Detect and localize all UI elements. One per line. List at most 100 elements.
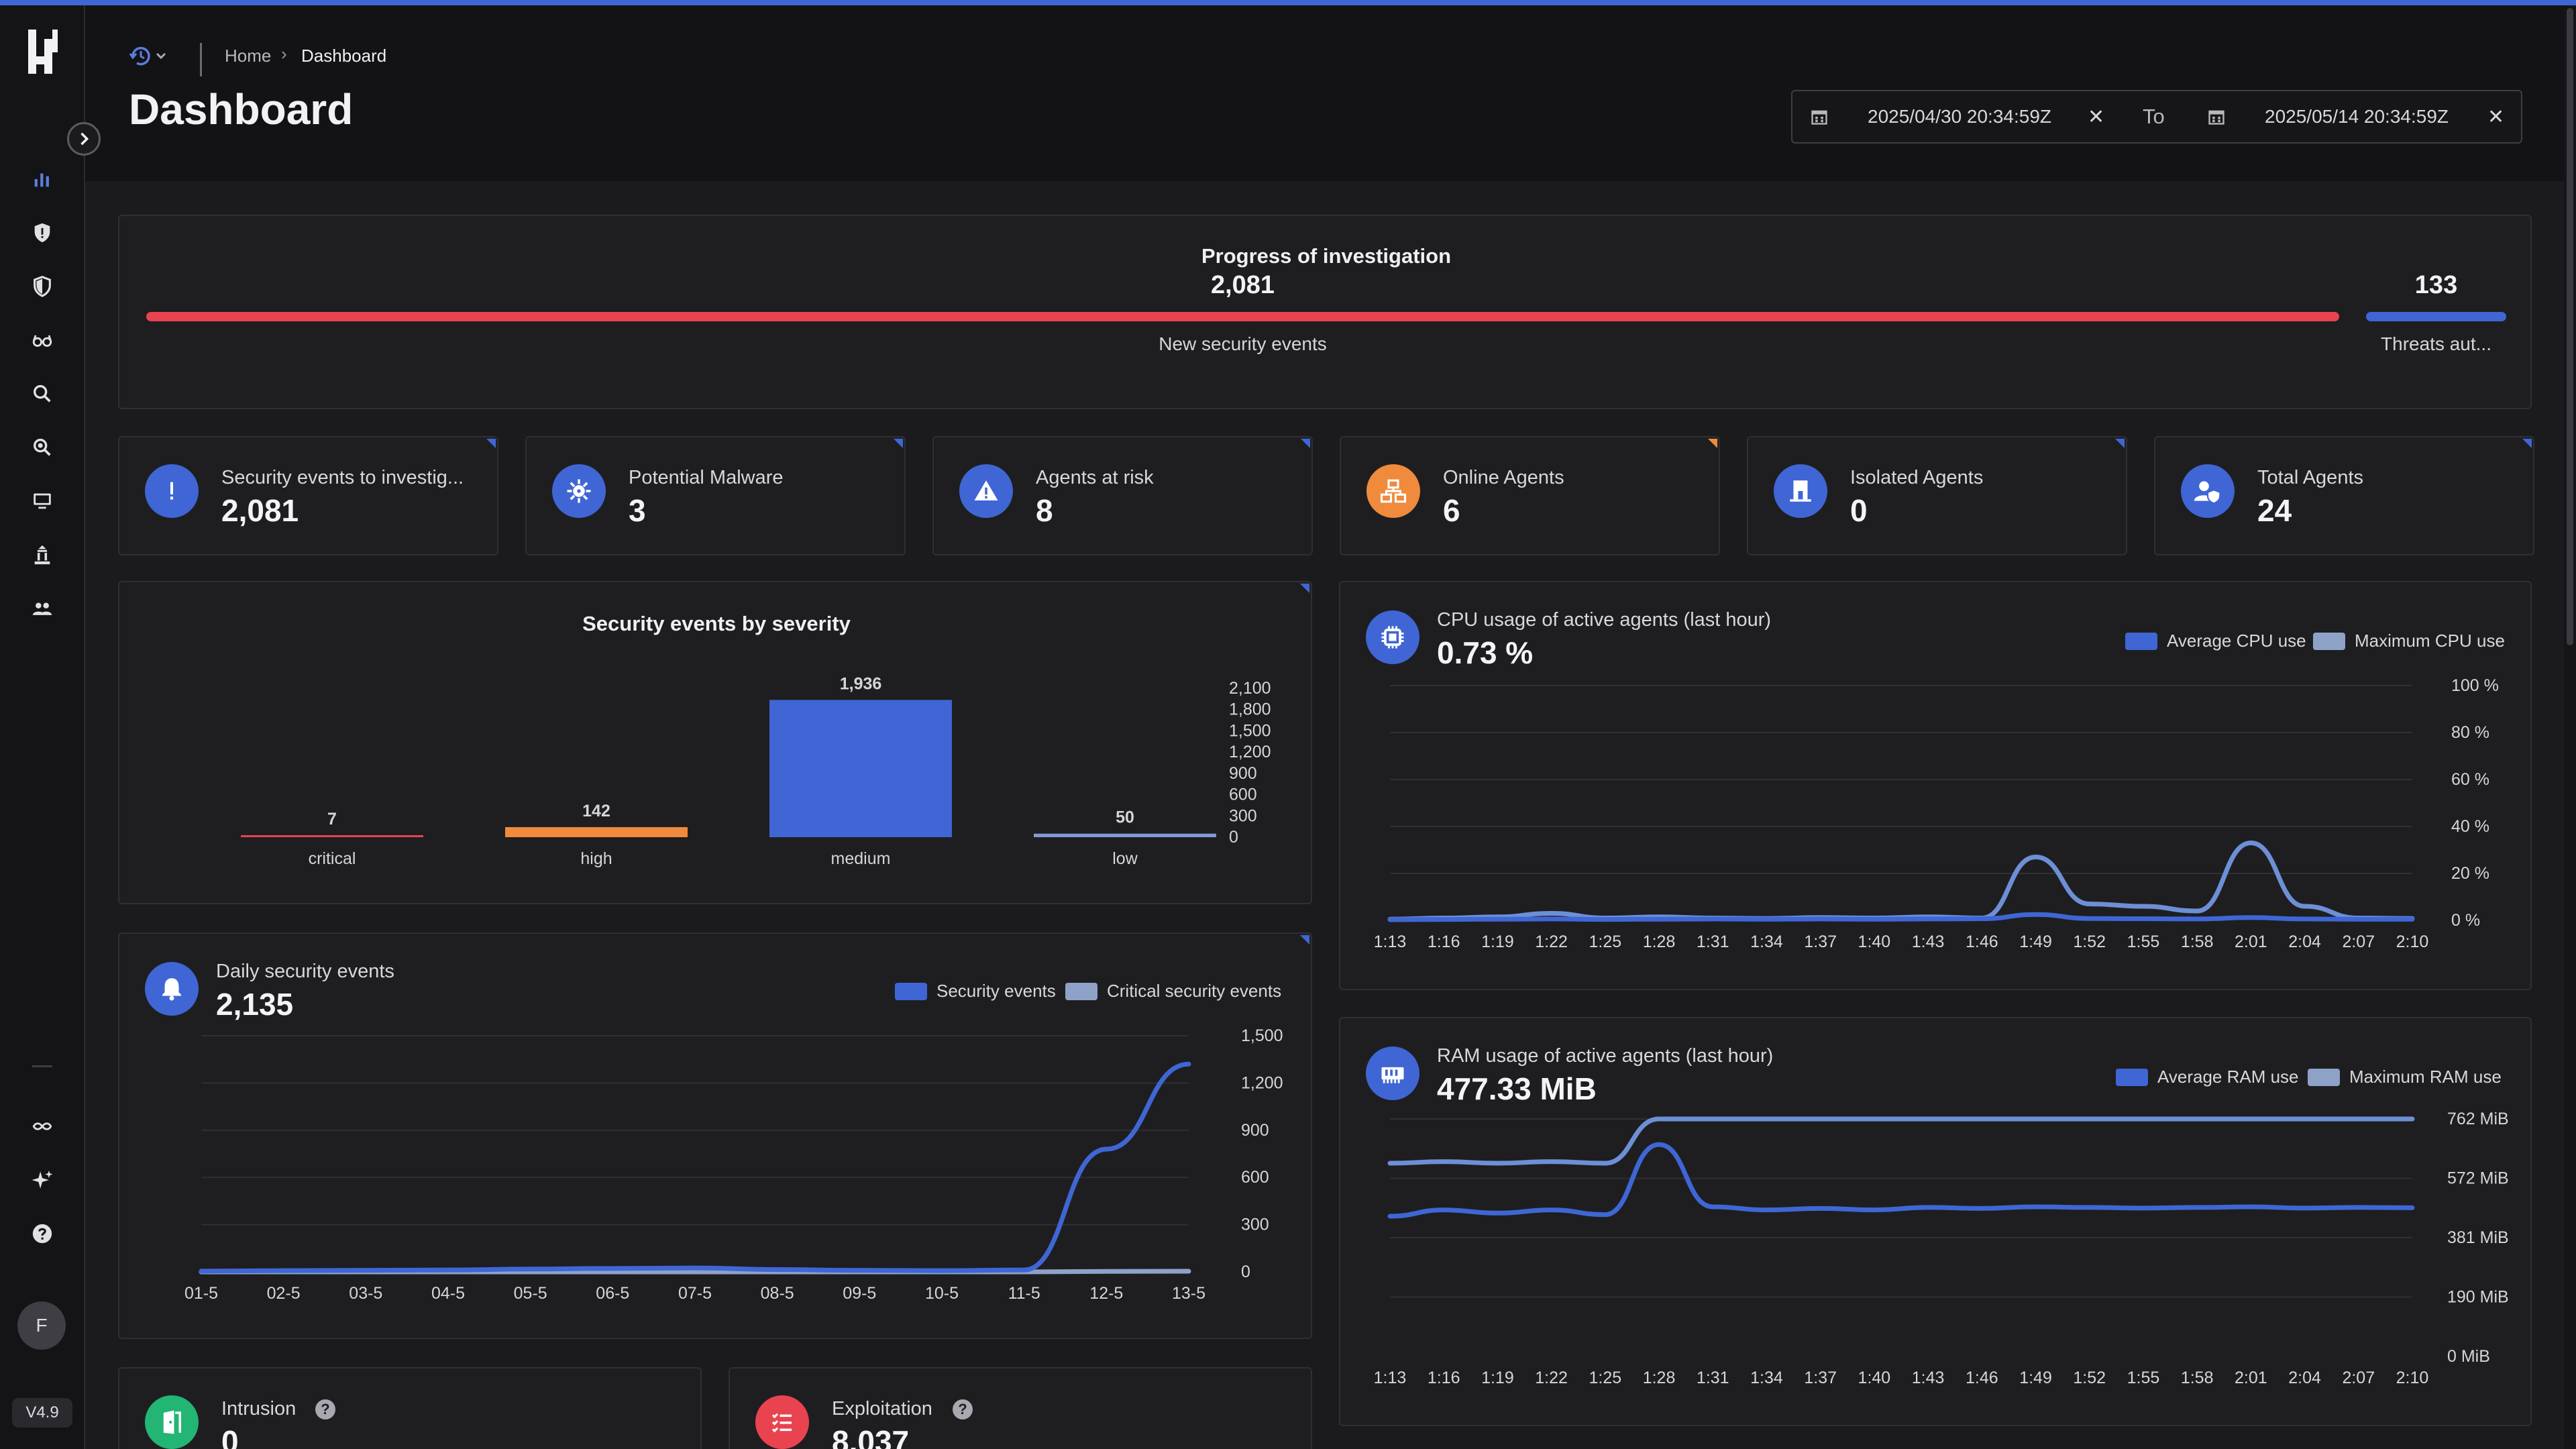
stat-label: Security events to investig... xyxy=(221,467,464,488)
stat-value: 0 xyxy=(1850,493,1868,528)
x-tick-label: 1:43 xyxy=(1912,1368,1945,1387)
shield-half-icon[interactable] xyxy=(30,274,55,299)
intrusion-card[interactable]: Intrusion ? 0 xyxy=(118,1367,702,1449)
ram-legend-maximum[interactable]: Maximum RAM use xyxy=(2308,1067,2502,1087)
door-icon xyxy=(145,1395,199,1449)
severity-value-label: 1,936 xyxy=(840,674,882,693)
series-line-maximum-cpu-use[interactable] xyxy=(1387,840,2415,922)
sparkle-icon[interactable] xyxy=(30,1167,55,1193)
sidebar-toggle-button[interactable] xyxy=(67,122,101,156)
y-tick-label: 600 xyxy=(1241,1168,1269,1187)
cpu-legend-average[interactable]: Average CPU use xyxy=(2125,631,2306,651)
new-events-segment[interactable]: 2,081 New security events xyxy=(146,271,2339,355)
help-icon[interactable] xyxy=(30,1221,55,1246)
intrusion-help-icon[interactable]: ? xyxy=(315,1399,335,1419)
page-header: Home › Dashboard Dashboard 2025/04/30 20… xyxy=(85,5,2576,181)
daily-legend-security[interactable]: Security events xyxy=(895,981,1056,1002)
x-tick-label: 1:37 xyxy=(1804,1368,1837,1387)
glasses-icon[interactable] xyxy=(30,327,55,353)
cpu-legend-maximum[interactable]: Maximum CPU use xyxy=(2313,631,2505,651)
x-tick-label: 09-5 xyxy=(843,1284,876,1303)
x-tick-label: 2:01 xyxy=(2235,1368,2267,1387)
stat-card-potential-malware[interactable]: Potential Malware 3 xyxy=(525,436,906,555)
x-tick-label: 2:10 xyxy=(2396,1368,2429,1387)
y-tick-label: 900 xyxy=(1241,1121,1269,1140)
history-dropdown-button[interactable] xyxy=(129,44,169,68)
bank-icon[interactable] xyxy=(30,542,55,568)
daily-value: 2,135 xyxy=(216,987,294,1022)
stat-value: 24 xyxy=(2257,493,2292,528)
severity-bar-medium[interactable] xyxy=(769,700,952,837)
exploitation-value: 8,037 xyxy=(832,1424,910,1449)
page-title: Dashboard xyxy=(129,85,354,133)
ram-legend-average[interactable]: Average RAM use xyxy=(2116,1067,2299,1087)
x-tick-label: 1:52 xyxy=(2073,932,2106,951)
x-tick-label: 1:28 xyxy=(1643,1368,1676,1387)
severity-value-label: 142 xyxy=(582,802,610,820)
search-icon[interactable] xyxy=(30,381,55,407)
x-tick-label: 12-5 xyxy=(1089,1284,1123,1303)
stat-card-total-agents[interactable]: Total Agents 24 xyxy=(2154,436,2534,555)
severity-y-tick: 300 xyxy=(1229,806,1257,825)
date-range-separator: To xyxy=(2143,105,2165,128)
x-tick-label: 07-5 xyxy=(678,1284,712,1303)
x-tick-label: 1:16 xyxy=(1428,932,1460,951)
page-scrollbar-track[interactable] xyxy=(2564,5,2576,1449)
x-tick-label: 1:37 xyxy=(1804,932,1837,951)
severity-bar-high[interactable] xyxy=(505,826,688,837)
stat-card-online-agents[interactable]: Online Agents 6 xyxy=(1340,436,1720,555)
date-to-input[interactable]: 2025/05/14 20:34:59Z xyxy=(2265,106,2449,127)
exploitation-card[interactable]: Exploitation ? 8,037 xyxy=(729,1367,1312,1449)
x-tick-label: 1:34 xyxy=(1750,932,1783,951)
bell-icon xyxy=(145,962,199,1016)
zoom-search-icon[interactable] xyxy=(30,435,55,460)
y-tick-label: 1,500 xyxy=(1241,1026,1283,1045)
series-line-average-cpu-use[interactable] xyxy=(1387,912,2415,922)
x-tick-label: 2:04 xyxy=(2288,1368,2321,1387)
severity-card: Security events by severity 7 critical 142… xyxy=(118,581,1312,904)
x-tick-label: 1:55 xyxy=(2127,1368,2160,1387)
breadcrumb-home[interactable]: Home xyxy=(225,46,272,66)
series-line-security-events[interactable] xyxy=(199,1061,1191,1274)
threat-segment[interactable]: 133 Threats aut... xyxy=(2366,271,2506,355)
clear-to-button[interactable]: ✕ xyxy=(2487,105,2505,128)
stat-label: Total Agents xyxy=(2257,467,2363,488)
y-tick-label: 20 % xyxy=(2451,864,2489,883)
stat-value: 3 xyxy=(629,493,646,528)
x-tick-label: 1:52 xyxy=(2073,1368,2106,1387)
severity-bar-critical[interactable] xyxy=(241,835,423,837)
bar-chart-icon[interactable] xyxy=(30,166,55,192)
exploitation-help-icon[interactable]: ? xyxy=(953,1399,973,1419)
x-tick-label: 1:28 xyxy=(1643,932,1676,951)
y-tick-label: 762 MiB xyxy=(2447,1110,2509,1128)
x-tick-label: 2:07 xyxy=(2342,932,2375,951)
calendar-to-icon[interactable] xyxy=(2207,91,2226,142)
users-icon[interactable] xyxy=(30,596,55,621)
app-logo[interactable] xyxy=(24,25,62,79)
severity-category-label: critical xyxy=(309,849,356,868)
x-tick-label: 1:40 xyxy=(1858,1368,1891,1387)
stat-card-isolated-agents[interactable]: Isolated Agents 0 xyxy=(1747,436,2127,555)
series-line-maximum-ram-use[interactable] xyxy=(1387,1116,2415,1166)
cpu-usage-line-chart: 100 % 80 % 60 % 40 % 20 % 0 % 1:13 1:16 1:19 1:22… xyxy=(1374,676,2499,951)
daily-legend-critical[interactable]: Critical security events xyxy=(1065,981,1281,1002)
severity-y-tick: 900 xyxy=(1229,764,1257,783)
clear-from-button[interactable]: ✕ xyxy=(2088,105,2105,128)
x-tick-label: 2:01 xyxy=(2235,932,2267,951)
date-from-input[interactable]: 2025/04/30 20:34:59Z xyxy=(1868,106,2052,127)
ram-memory-icon xyxy=(1366,1046,1419,1100)
stat-label: Online Agents xyxy=(1443,467,1564,488)
shield-alert-icon[interactable] xyxy=(30,220,55,246)
ram-usage-card: RAM usage of active agents (last hour) 4… xyxy=(1339,1017,2532,1426)
monitor-icon[interactable] xyxy=(30,488,55,514)
page-scrollbar-thumb[interactable] xyxy=(2567,8,2573,645)
x-tick-label: 1:22 xyxy=(1535,932,1568,951)
user-avatar[interactable]: F xyxy=(17,1301,66,1350)
agents-icon[interactable] xyxy=(30,1114,55,1139)
stat-card-agents-at-risk[interactable]: Agents at risk 8 xyxy=(932,436,1313,555)
stat-card-events-to-investigate[interactable]: Security events to investig... 2,081 xyxy=(118,436,498,555)
calendar-from-icon[interactable] xyxy=(1810,91,1829,142)
severity-bar-low[interactable] xyxy=(1034,833,1216,837)
series-line-average-ram-use[interactable] xyxy=(1387,1142,2415,1219)
new-events-label: New security events xyxy=(1159,333,1327,354)
